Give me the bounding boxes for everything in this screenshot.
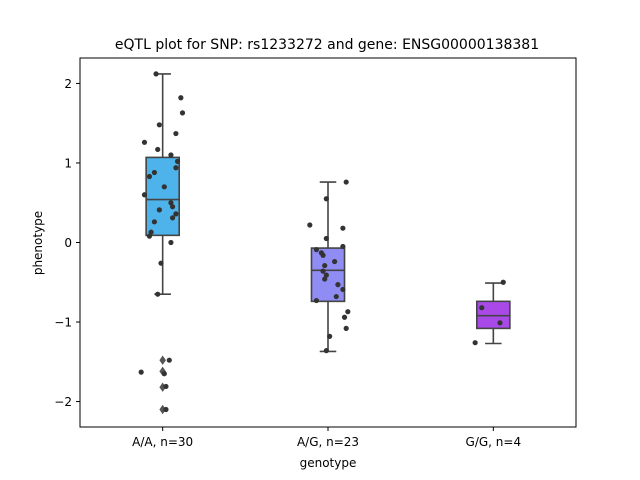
data-point (151, 219, 157, 225)
data-point (141, 192, 148, 198)
data-point (169, 204, 176, 210)
data-point (168, 152, 174, 158)
data-point (166, 357, 172, 363)
y-axis-label: phenotype (31, 211, 45, 275)
y-tick-label: 2 (64, 77, 72, 91)
box-group (145, 73, 180, 415)
chart-title: eQTL plot for SNP: rs1233272 and gene: E… (115, 37, 539, 53)
data-point (155, 291, 161, 297)
data-point (322, 262, 328, 269)
y-axis: −2 −1 0 1 2 (54, 77, 80, 409)
data-point (472, 340, 478, 346)
data-point (138, 369, 144, 375)
x-axis-label: genotype (300, 456, 357, 470)
data-point (161, 184, 167, 190)
data-point (340, 225, 346, 231)
data-point (148, 229, 154, 235)
data-point (323, 348, 329, 354)
data-point (345, 309, 351, 315)
x-axis: A/A, n=30 A/G, n=23 G/G, n=4 (132, 427, 521, 449)
data-point (323, 272, 329, 278)
data-point (173, 165, 179, 171)
data-point (168, 200, 174, 206)
data-point (151, 169, 157, 176)
data-point (169, 215, 176, 221)
data-point (335, 282, 341, 288)
data-point (327, 333, 333, 339)
x-tick-label: A/G, n=23 (297, 435, 359, 449)
data-point (341, 314, 348, 320)
data-point (146, 233, 153, 239)
plot-area (138, 71, 511, 415)
data-point (313, 297, 320, 304)
box-group (310, 181, 346, 353)
x-tick-label: A/A, n=30 (132, 435, 193, 449)
data-point (320, 252, 326, 258)
data-point (340, 243, 346, 250)
data-point (174, 158, 181, 164)
outlier-marker (159, 355, 166, 365)
data-point (179, 110, 186, 116)
data-point (161, 371, 167, 377)
data-point (323, 235, 329, 242)
data-point (497, 320, 503, 326)
data-point (343, 179, 349, 185)
data-point (479, 305, 485, 311)
data-point (156, 207, 162, 213)
data-point (155, 146, 161, 153)
data-point (500, 279, 506, 285)
data-point (146, 173, 153, 180)
x-tick-label: G/G, n=4 (466, 435, 522, 449)
data-point (322, 276, 328, 282)
data-point (178, 95, 184, 101)
data-point (153, 71, 159, 77)
y-tick-label: −2 (54, 395, 72, 409)
data-point (307, 222, 313, 228)
data-point (163, 406, 169, 413)
y-tick-label: 1 (64, 156, 72, 170)
data-point (332, 258, 338, 265)
data-point (158, 260, 164, 266)
data-point (173, 130, 179, 137)
data-point (320, 268, 326, 274)
data-point (333, 293, 339, 300)
data-point (340, 286, 346, 293)
data-point (343, 325, 349, 331)
data-point (163, 383, 169, 390)
y-tick-label: 0 (64, 236, 72, 250)
y-tick-label: −1 (54, 316, 72, 330)
data-point (173, 211, 179, 217)
box-group (475, 282, 511, 345)
data-point (168, 239, 174, 246)
iqr-box (145, 156, 180, 237)
data-point (156, 122, 162, 128)
data-point (323, 196, 329, 202)
data-point (141, 139, 148, 145)
data-point (313, 247, 320, 253)
